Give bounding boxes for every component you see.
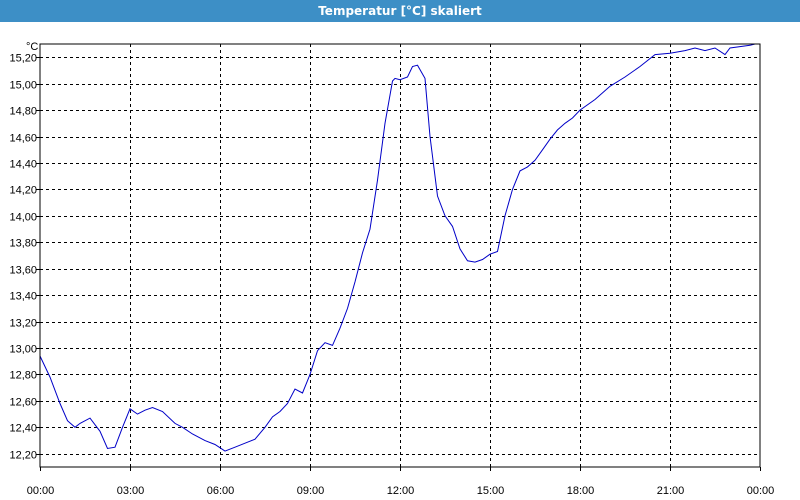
x-tick-time-label: 06:00 [207, 485, 235, 497]
y-tick-label: 14,60 [9, 133, 37, 145]
y-tick-label: 15,20 [9, 53, 37, 65]
x-tick-time-label: 00:00 [747, 485, 775, 497]
temperature-chart: 12,20 12,40 12,60 12,80 13,00 13,20 13,40 13,60… [9, 41, 775, 497]
y-tick-label: 12,40 [9, 423, 37, 435]
x-tick-time-label: 12:00 [387, 485, 415, 497]
y-tick-label: 13,40 [9, 291, 37, 303]
y-tick-label: 15,00 [9, 80, 37, 92]
y-axis-labels: 12,20 12,40 12,60 12,80 13,00 13,20 13,40 13,60… [9, 53, 37, 462]
chart-title: Temperatur [°C] skaliert [0, 0, 800, 22]
y-tick-label: 13,20 [9, 318, 37, 330]
y-tick-label: 12,80 [9, 370, 37, 382]
y-tick-label: 14,80 [9, 106, 37, 118]
temperature-series-line [39, 43, 756, 452]
x-tick-time-label: 03:00 [117, 485, 145, 497]
y-tick-label: 14,00 [9, 212, 37, 224]
y-unit-label: °C [26, 41, 38, 53]
x-axis-labels: 00:0006.10.1503:0006.10.1506:0006.10.150… [27, 485, 775, 497]
x-tick-time-label: 18:00 [567, 485, 595, 497]
y-tick-label: 13,60 [9, 265, 37, 277]
y-tick-label: 14,20 [9, 185, 37, 197]
y-tick-label: 14,40 [9, 159, 37, 171]
x-tick-time-label: 15:00 [477, 485, 505, 497]
plot-border [39, 43, 761, 468]
y-tick-label: 13,80 [9, 238, 37, 250]
x-tick-time-label: 21:00 [657, 485, 685, 497]
grid-lines [36, 44, 761, 471]
y-tick-label: 13,00 [9, 344, 37, 356]
y-tick-label: 12,20 [9, 450, 37, 462]
x-tick-time-label: 09:00 [297, 485, 325, 497]
x-tick-time-label: 00:00 [27, 485, 55, 497]
y-tick-label: 12,60 [9, 397, 37, 409]
